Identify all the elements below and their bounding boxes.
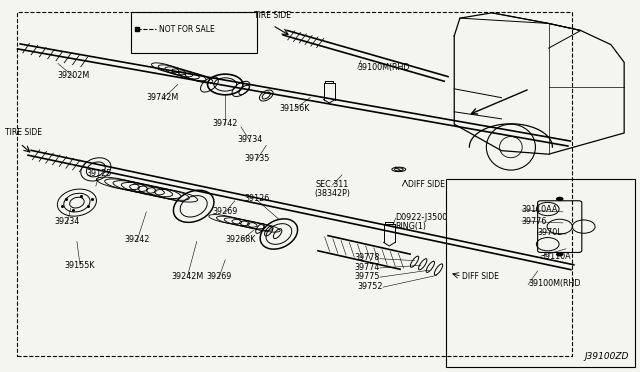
Text: NOT FOR SALE: NOT FOR SALE [159, 25, 214, 33]
Text: 39268K: 39268K [226, 235, 256, 244]
Text: J39100ZD: J39100ZD [585, 352, 629, 361]
Text: 39100M(RHD: 39100M(RHD [528, 279, 580, 288]
Text: RING(1): RING(1) [396, 222, 427, 231]
Text: 39202M: 39202M [58, 71, 90, 80]
Text: TIRE SIDE: TIRE SIDE [254, 11, 291, 20]
Text: 39734: 39734 [238, 135, 263, 144]
Text: D0922-J3500: D0922-J3500 [396, 213, 448, 222]
Bar [131, 13, 257, 53]
Bar [17, 13, 572, 356]
Text: SEC.311: SEC.311 [316, 180, 349, 189]
Text: 39742: 39742 [212, 119, 238, 128]
Text: TIRE SIDE: TIRE SIDE [4, 128, 42, 137]
Text: 39156K: 39156K [280, 104, 310, 113]
Text: 39242: 39242 [124, 235, 150, 244]
Text: 39269: 39269 [212, 207, 238, 217]
Text: 39100M(RHD: 39100M(RHD [358, 63, 410, 72]
Text: 39125: 39125 [86, 169, 112, 177]
Bar [446, 179, 636, 367]
Text: 39752: 39752 [358, 282, 383, 291]
Circle shape [556, 252, 563, 257]
Text: DIFF SIDE: DIFF SIDE [462, 272, 499, 281]
Text: 39269: 39269 [206, 272, 232, 281]
Text: 39776: 39776 [522, 217, 547, 225]
Text: 39110AA: 39110AA [522, 205, 558, 215]
Circle shape [556, 197, 563, 201]
Text: 39242M: 39242M [172, 272, 204, 281]
Text: 39742M: 39742M [146, 93, 178, 102]
Text: 39234: 39234 [55, 217, 80, 225]
Text: 39126: 39126 [244, 195, 269, 203]
Text: 39775: 39775 [355, 272, 380, 281]
Text: 39778: 39778 [355, 253, 380, 263]
Text: 39774: 39774 [355, 263, 380, 272]
Text: 3970L: 3970L [538, 228, 563, 237]
Text: 39735: 39735 [244, 154, 269, 163]
Text: DIFF SIDE: DIFF SIDE [408, 180, 445, 189]
Text: 39155K: 39155K [65, 261, 95, 270]
Text: (38342P): (38342P) [314, 189, 351, 198]
Text: 39110A: 39110A [541, 251, 572, 261]
